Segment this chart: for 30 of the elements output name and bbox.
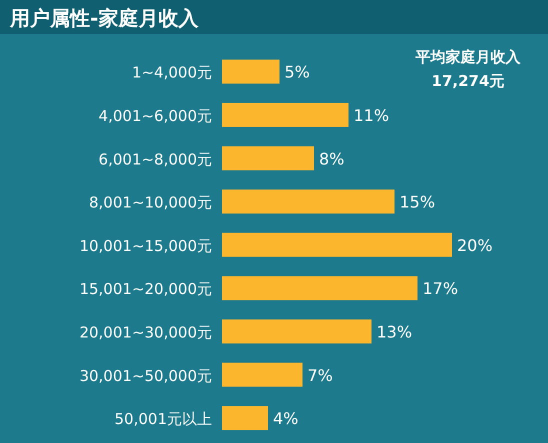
data-label: 17% [422, 279, 458, 298]
data-label: 15% [400, 192, 436, 212]
y-tick-label: 20,001~30,000元 [79, 323, 212, 342]
bar [222, 146, 314, 170]
bar [222, 362, 302, 387]
data-label: 13% [376, 322, 412, 342]
bar [222, 190, 394, 214]
y-tick-label: 1~4,000元 [132, 64, 212, 82]
bar [222, 232, 452, 257]
y-tick-label: 8,001~10,000元 [89, 194, 212, 212]
data-label: 11% [354, 106, 390, 125]
data-label: 20% [457, 236, 493, 255]
bar [222, 406, 268, 430]
data-label: 7% [308, 366, 333, 385]
data-label: 5% [284, 62, 310, 82]
bar [222, 319, 372, 344]
chart-title: 用户属性-家庭月收入 [9, 6, 200, 30]
bar [222, 276, 418, 300]
data-label: 4% [273, 409, 298, 428]
annotation: 平均家庭月收入 [414, 48, 522, 66]
y-tick-label: 30,001~50,000元 [79, 366, 212, 385]
y-tick-label: 6,001~8,000元 [98, 150, 212, 168]
bar [222, 102, 348, 127]
annotation: 17,274元 [432, 72, 504, 90]
y-tick-label: 15,001~20,000元 [79, 280, 212, 298]
bar [222, 60, 280, 84]
y-tick-label: 50,001元以上 [114, 410, 212, 428]
y-tick-label: 10,001~15,000元 [79, 236, 212, 255]
data-label: 8% [319, 149, 344, 168]
y-tick-label: 4,001~6,000元 [98, 106, 212, 125]
